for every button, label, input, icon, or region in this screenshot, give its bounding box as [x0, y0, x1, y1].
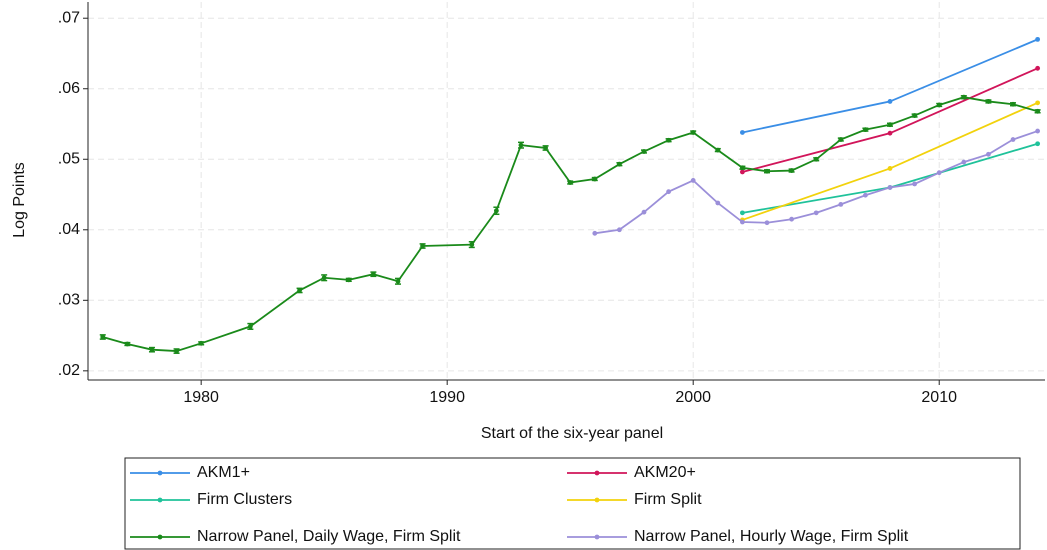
- point: [936, 170, 942, 176]
- point: [863, 192, 868, 198]
- point: [740, 169, 745, 175]
- point: [764, 168, 770, 174]
- point: [961, 159, 967, 165]
- y-tick-label: .06: [58, 80, 80, 97]
- point: [149, 347, 155, 353]
- point: [370, 271, 376, 277]
- point: [592, 230, 598, 236]
- point: [740, 165, 745, 171]
- y-tick-label: .07: [58, 9, 80, 26]
- point: [518, 142, 524, 148]
- series-line: [102, 96, 1038, 352]
- legend-marker: [594, 470, 600, 476]
- point: [1035, 141, 1041, 147]
- x-tick-label: 2010: [921, 389, 957, 406]
- point: [863, 127, 868, 133]
- point: [1035, 36, 1041, 42]
- point: [986, 99, 991, 104]
- point: [346, 277, 352, 283]
- point: [1035, 100, 1041, 106]
- legend-marker: [157, 534, 163, 540]
- x-tick-label: 1990: [429, 389, 465, 406]
- legend-label: AKM20+: [634, 464, 696, 481]
- point: [690, 178, 696, 183]
- point: [641, 149, 647, 154]
- point: [887, 185, 893, 190]
- point: [887, 166, 893, 171]
- point: [838, 201, 844, 207]
- point: [1035, 128, 1041, 134]
- point: [813, 156, 819, 162]
- legend-marker: [594, 534, 600, 540]
- point: [641, 209, 647, 215]
- point: [740, 219, 745, 225]
- point: [297, 288, 302, 293]
- point: [174, 348, 179, 354]
- point: [198, 340, 204, 346]
- point: [789, 216, 795, 222]
- point: [715, 147, 721, 153]
- point: [1010, 137, 1016, 142]
- point: [493, 208, 499, 214]
- legend-label: Firm Split: [634, 491, 702, 508]
- point: [740, 210, 745, 216]
- point: [936, 102, 942, 108]
- x-axis-label: Start of the six-year panel: [481, 425, 663, 442]
- point: [420, 243, 425, 249]
- point: [912, 113, 918, 118]
- point: [715, 200, 721, 206]
- point: [321, 275, 327, 281]
- point: [740, 130, 745, 135]
- legend-marker: [157, 470, 163, 476]
- point: [616, 161, 622, 167]
- point: [764, 220, 770, 226]
- y-tick-label: .03: [58, 292, 80, 309]
- point: [1010, 101, 1016, 107]
- point: [124, 341, 130, 347]
- y-tick-label: .05: [58, 150, 80, 167]
- point: [247, 324, 253, 329]
- legend-label: AKM1+: [197, 464, 250, 481]
- point: [100, 334, 106, 340]
- legend-label: Narrow Panel, Hourly Wage, Firm Split: [634, 528, 909, 545]
- point: [469, 242, 475, 247]
- point: [887, 122, 893, 128]
- point: [1035, 108, 1041, 114]
- legend-box: [124, 457, 1021, 550]
- point: [690, 130, 696, 135]
- legend-marker: [594, 497, 600, 503]
- legend-label: Firm Clusters: [197, 491, 292, 508]
- point: [616, 227, 622, 233]
- y-tick-label: .04: [58, 221, 80, 238]
- point: [789, 168, 795, 173]
- legend-label: Narrow Panel, Daily Wage, Firm Split: [197, 528, 461, 545]
- point: [567, 180, 573, 185]
- y-tick-label: .02: [58, 362, 80, 379]
- point: [838, 137, 844, 142]
- point: [543, 145, 548, 151]
- point: [395, 278, 401, 284]
- point: [666, 189, 671, 195]
- x-tick-label: 1980: [183, 389, 219, 406]
- legend-marker: [157, 497, 163, 503]
- point: [666, 137, 671, 143]
- point: [986, 151, 991, 157]
- point: [961, 94, 967, 100]
- y-axis-label: Log Points: [11, 162, 28, 238]
- point: [1035, 65, 1041, 71]
- x-tick-label: 2000: [675, 389, 711, 406]
- point: [887, 99, 893, 104]
- point: [912, 181, 918, 187]
- point: [813, 210, 819, 216]
- point: [887, 130, 893, 136]
- point: [592, 176, 598, 182]
